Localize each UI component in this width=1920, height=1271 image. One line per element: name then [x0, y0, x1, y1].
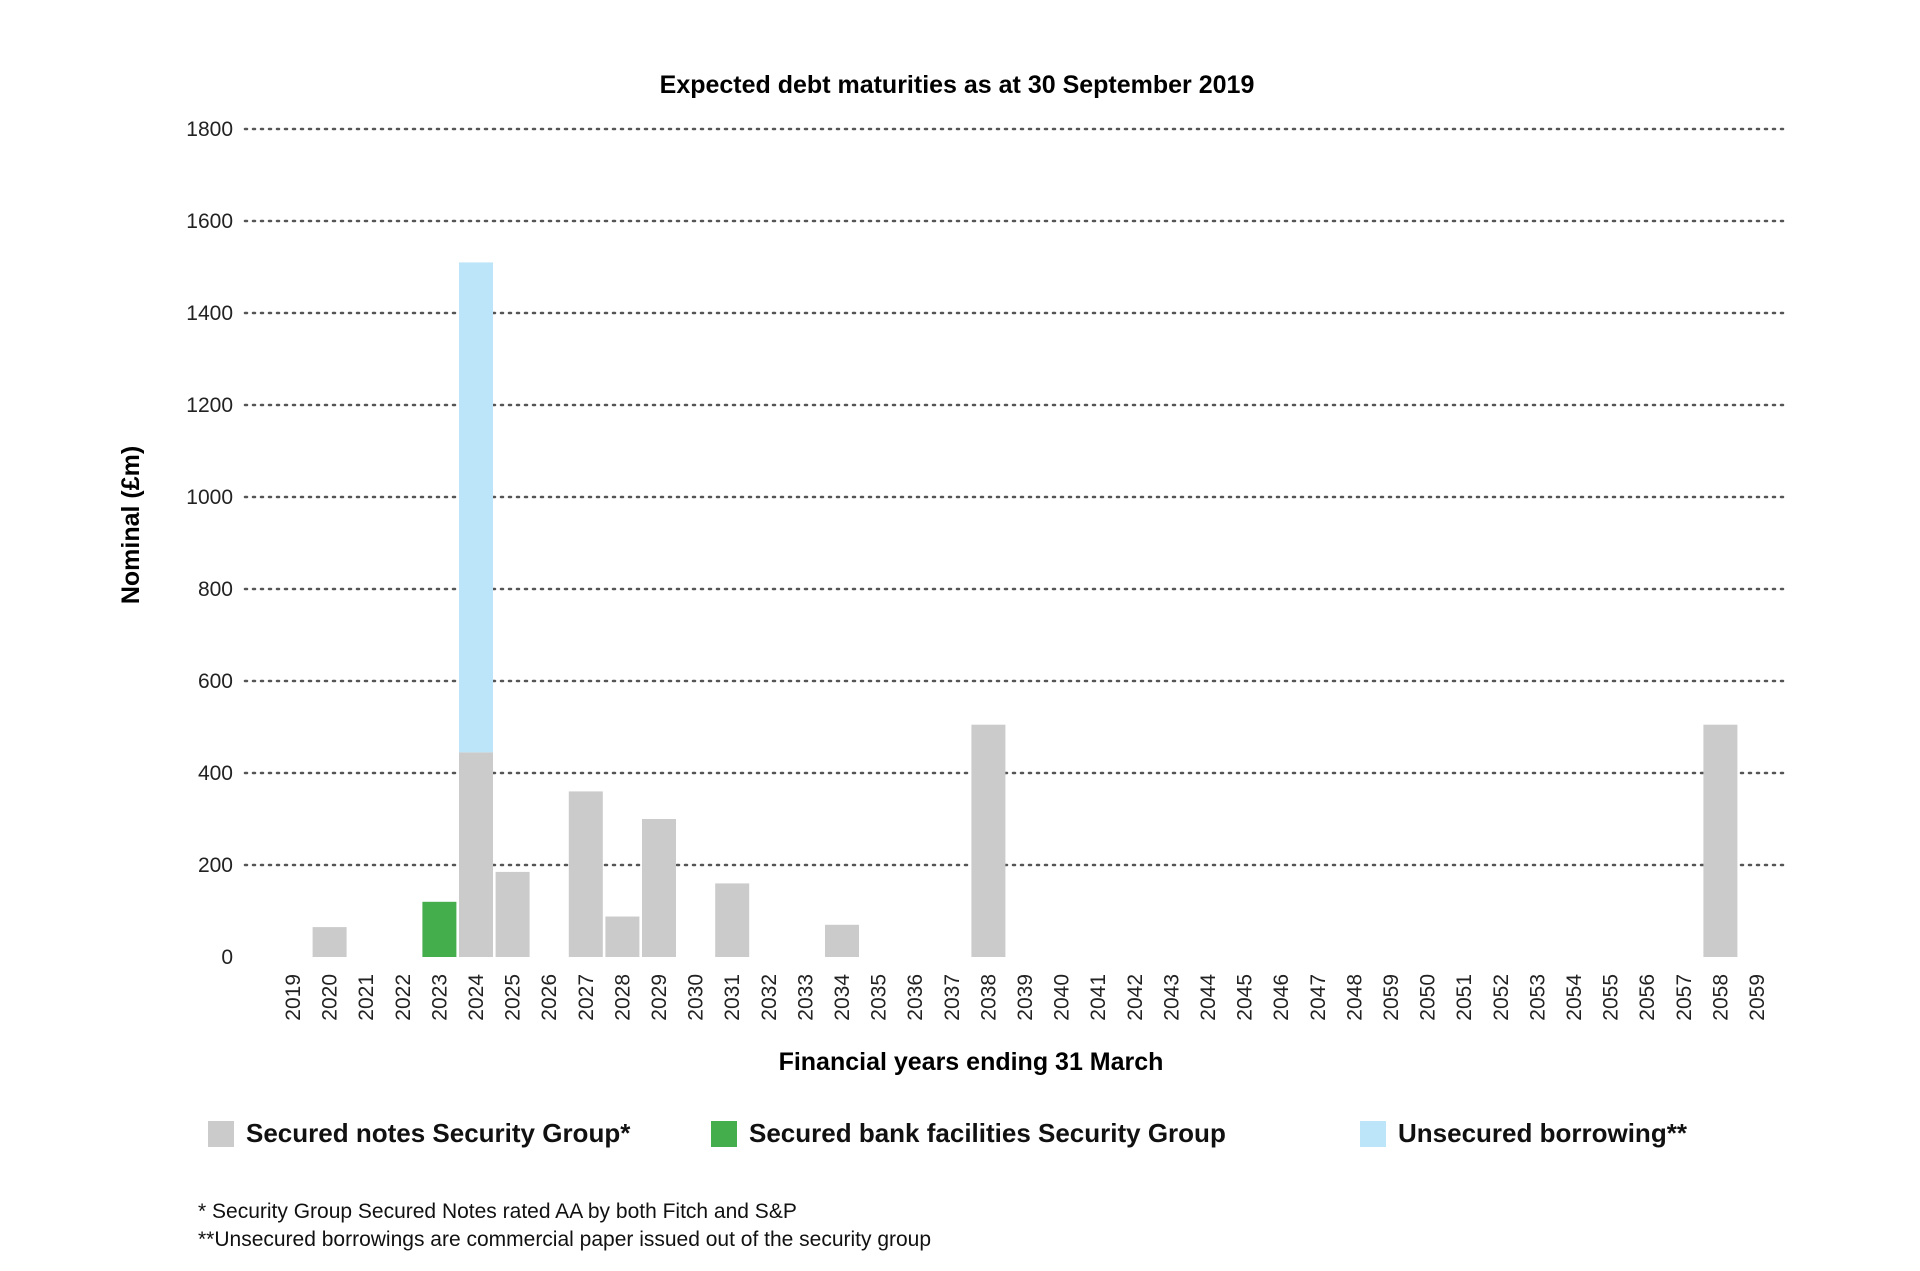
footnote-unsecured-borrowings: **Unsecured borrowings are commercial pa… [198, 1228, 932, 1251]
legend-swatch-secured-notes [208, 1120, 234, 1147]
x-tick-label: 2026 [538, 974, 561, 1021]
legend-swatch-secured-bank-facilities [711, 1120, 737, 1147]
gridlines [243, 127, 1787, 867]
x-axis-ticks: 2019 2020 2021 2022 2023 2024 2025 2026 2027 2028… [282, 974, 1769, 1021]
y-tick-label: 800 [198, 578, 233, 601]
x-tick-label: 2051 [1453, 974, 1476, 1021]
y-tick-label: 400 [198, 762, 233, 785]
y-tick-label: 1200 [186, 394, 233, 417]
legend-item-secured-bank-facilities: Secured bank facilities Security Group [711, 1118, 1226, 1149]
y-tick-label: 1000 [186, 486, 233, 509]
x-tick-label: 2020 [319, 974, 342, 1021]
x-tick-label: 2032 [758, 974, 781, 1021]
x-tick-label: 2019 [282, 974, 305, 1021]
legend-swatch-unsecured-borrowing [1360, 1120, 1386, 1147]
x-tick-label: 2029 [648, 974, 671, 1021]
bar-segment [459, 752, 493, 957]
x-tick-label: 2023 [428, 974, 451, 1021]
y-axis-ticks: 0 200 400 600 800 1000 1200 1400 1600 1800 [186, 118, 233, 969]
x-tick-label: 2054 [1563, 974, 1586, 1021]
x-tick-label: 2031 [721, 974, 744, 1021]
bar-segment [1703, 724, 1738, 957]
legend-label-unsecured-borrowing: Unsecured borrowing** [1398, 1118, 1687, 1148]
x-tick-label: 2033 [794, 974, 817, 1021]
bar-segment [495, 871, 530, 957]
x-tick-label: 2047 [1307, 974, 1330, 1021]
x-tick-label: 2057 [1673, 974, 1696, 1021]
x-tick-label: 2037 [941, 974, 964, 1021]
x-tick-label: 2053 [1526, 974, 1549, 1021]
x-tick-label: 2035 [868, 974, 891, 1021]
x-tick-label: 2048 [1343, 974, 1366, 1021]
x-tick-label: 2022 [392, 974, 415, 1021]
x-tick-label: 2055 [1600, 974, 1623, 1021]
x-axis-title: Financial years ending 31 March [779, 1048, 1164, 1076]
chart-title: Expected debt maturities as at 30 Septem… [660, 71, 1255, 99]
x-tick-label: 2038 [977, 974, 1000, 1021]
bar-segment [642, 819, 676, 957]
y-axis-title: Nominal (£m) [117, 446, 145, 604]
x-tick-label: 2046 [1270, 974, 1293, 1021]
x-tick-label: 2027 [575, 974, 598, 1021]
x-tick-label: 2044 [1197, 974, 1220, 1021]
legend-label-secured-notes: Secured notes Security Group* [246, 1118, 631, 1148]
footnotes: * Security Group Secured Notes rated AA … [198, 1198, 931, 1254]
x-tick-label: 2025 [502, 974, 525, 1021]
x-tick-label: 2024 [465, 974, 488, 1021]
legend: Secured notes Security Group* Secured ba… [0, 1118, 1920, 1158]
legend-item-secured-notes: Secured notes Security Group* [208, 1118, 630, 1149]
footnote-secured-notes-rating: * Security Group Secured Notes rated AA … [198, 1200, 797, 1223]
bar-segment [605, 916, 640, 957]
x-tick-label: 2021 [355, 974, 378, 1021]
legend-item-unsecured-borrowing: Unsecured borrowing** [1360, 1118, 1687, 1149]
x-tick-label: 2040 [1051, 974, 1074, 1021]
x-tick-label: 2043 [1160, 974, 1183, 1021]
bar-segment [715, 883, 750, 957]
y-tick-label: 200 [198, 854, 233, 877]
x-tick-label: 2059 [1380, 974, 1403, 1021]
x-tick-label: 2039 [1014, 974, 1037, 1021]
x-tick-label: 2058 [1709, 974, 1732, 1021]
x-tick-label: 2028 [611, 974, 634, 1021]
legend-label-secured-bank-facilities: Secured bank facilities Security Group [749, 1118, 1226, 1148]
bar-segment [825, 924, 859, 957]
x-tick-label: 2059 [1746, 974, 1769, 1021]
bar-segment [568, 791, 603, 957]
bar-segment [459, 262, 493, 753]
x-tick-label: 2045 [1234, 974, 1257, 1021]
y-tick-label: 0 [221, 946, 233, 969]
x-tick-label: 2050 [1417, 974, 1440, 1021]
x-tick-label: 2056 [1636, 974, 1659, 1021]
y-tick-label: 1600 [186, 210, 233, 233]
y-tick-label: 1400 [186, 302, 233, 325]
bar-segment [971, 724, 1006, 957]
y-tick-label: 600 [198, 670, 233, 693]
x-tick-label: 2034 [831, 974, 854, 1021]
x-tick-label: 2030 [685, 974, 708, 1021]
bar-segment [422, 901, 457, 957]
x-tick-label: 2052 [1490, 974, 1513, 1021]
x-tick-label: 2041 [1087, 974, 1110, 1021]
x-tick-label: 2042 [1124, 974, 1147, 1021]
bars [312, 262, 1738, 957]
x-tick-label: 2036 [904, 974, 927, 1021]
bar-segment [312, 927, 347, 957]
y-tick-label: 1800 [186, 118, 233, 141]
